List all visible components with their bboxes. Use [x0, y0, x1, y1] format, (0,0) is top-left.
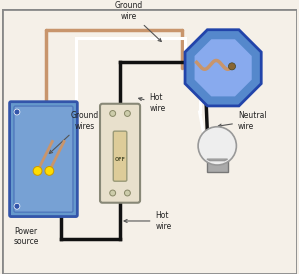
Text: Neutral
wire: Neutral wire	[218, 111, 266, 130]
Text: Hot
wire: Hot wire	[124, 211, 172, 231]
Text: Ground
wire: Ground wire	[115, 1, 161, 41]
Circle shape	[124, 190, 130, 196]
Bar	[207, 159, 228, 172]
Circle shape	[198, 127, 237, 165]
FancyBboxPatch shape	[100, 104, 140, 203]
Circle shape	[14, 109, 20, 115]
Polygon shape	[207, 159, 228, 161]
Text: Hot
wire: Hot wire	[139, 93, 166, 113]
Polygon shape	[185, 30, 261, 106]
Polygon shape	[195, 39, 252, 96]
Circle shape	[14, 203, 20, 209]
Circle shape	[110, 190, 116, 196]
Circle shape	[124, 110, 130, 116]
FancyBboxPatch shape	[14, 106, 73, 212]
Circle shape	[228, 63, 236, 70]
Circle shape	[33, 167, 42, 175]
FancyBboxPatch shape	[10, 102, 77, 216]
Text: Ground
wires: Ground wires	[49, 111, 99, 153]
Circle shape	[45, 167, 54, 175]
Text: OFF: OFF	[115, 157, 126, 162]
FancyBboxPatch shape	[113, 131, 127, 181]
Circle shape	[110, 110, 116, 116]
Text: Power
source: Power source	[14, 227, 39, 246]
